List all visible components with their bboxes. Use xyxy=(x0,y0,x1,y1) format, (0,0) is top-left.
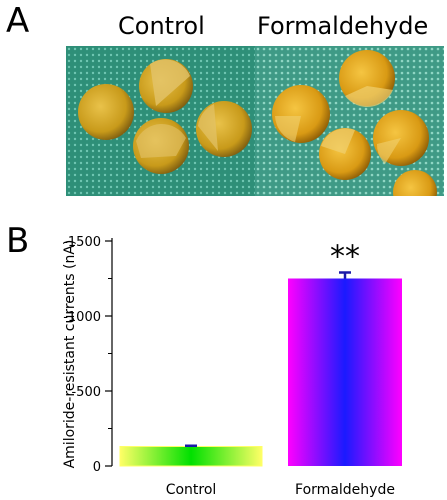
panel-a-label: A xyxy=(6,1,30,41)
control-photo-title: Control xyxy=(118,12,205,40)
control-eggs xyxy=(78,59,252,174)
significance-annotation: ** xyxy=(330,240,360,275)
x-category-label-formaldehyde: Formaldehyde xyxy=(295,482,395,498)
y-tick-label: -1500 xyxy=(63,235,101,250)
y-tick-label: -500 xyxy=(71,385,101,400)
formaldehyde-eggs xyxy=(272,50,437,196)
y-tick-label: -1000 xyxy=(63,310,101,325)
formaldehyde-oocyte-photo xyxy=(255,46,444,196)
error-bar-control xyxy=(185,444,197,447)
y-axis-label: Amiloride-resistant currents (nA) xyxy=(62,240,78,469)
bar-formaldehyde xyxy=(288,278,402,466)
control-oocyte-photo xyxy=(66,46,255,196)
panel-b-label: B xyxy=(6,221,30,261)
x-category-label-control: Control xyxy=(166,482,217,498)
y-tick-label: 0 xyxy=(93,460,101,475)
error-bar-formaldehyde xyxy=(339,271,351,279)
y-axis-ticks: 0 -500 -1000 -1500 xyxy=(63,235,112,475)
bar-control xyxy=(119,446,263,467)
control-oocyte-image xyxy=(66,46,255,196)
formaldehyde-photo-title: Formaldehyde xyxy=(257,12,429,40)
formaldehyde-oocyte-image xyxy=(255,46,444,196)
